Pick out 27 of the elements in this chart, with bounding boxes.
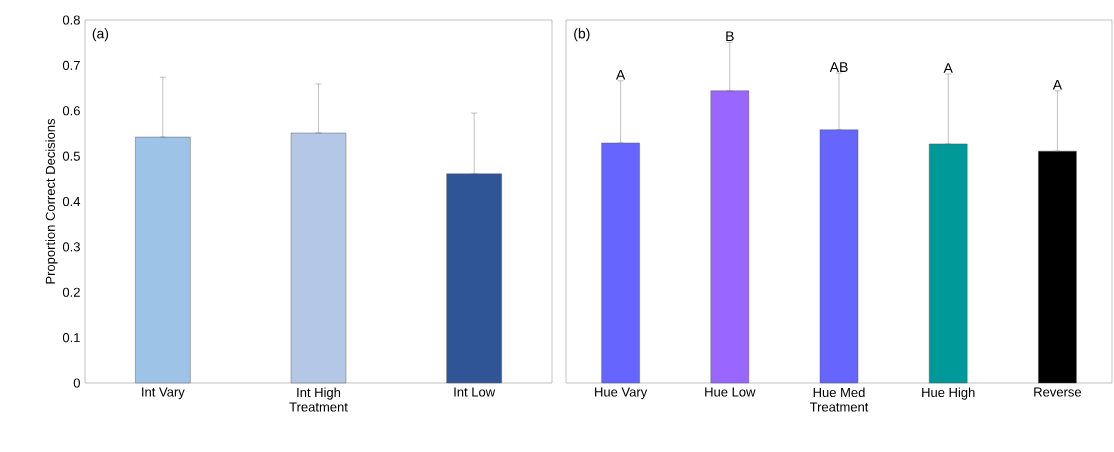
x-tick-label: Int Vary [142, 387, 185, 400]
y-tick-label: 0.6 [62, 106, 80, 116]
y-tick-label: 0.4 [62, 196, 81, 207]
y-tick-label: 0.1 [62, 333, 80, 343]
annotation: A [1052, 79, 1063, 90]
x-axis-title: Treatment [289, 402, 348, 412]
y-tick-label: 0.5 [62, 151, 80, 161]
y-tick-label: 0.8 [62, 15, 80, 25]
annotation: A [615, 69, 626, 80]
x-tick-label: Int Low [454, 387, 496, 397]
annotation: A [943, 63, 953, 73]
x-tick-label: Reverse [1034, 387, 1082, 397]
x-tick-label: Hue High [922, 387, 975, 400]
x-tick-label: Hue Vary [595, 387, 648, 400]
annotation: B [726, 31, 734, 42]
x-tick-label: Hue Low [705, 387, 756, 397]
y-tick-label: 0.2 [62, 287, 80, 297]
annotation: AB [829, 62, 848, 72]
y-axis-title: Proportion Correct Decisions [45, 118, 58, 284]
y-tick-label: 0 [73, 378, 80, 388]
y-tick-label: 0.3 [62, 242, 80, 252]
x-tick-label: Hue Med [813, 387, 865, 398]
x-tick-label: Int High [297, 387, 341, 400]
annotation: (a) [92, 28, 109, 42]
y-tick-label: 0.7 [62, 60, 80, 70]
x-axis-title: Treatment [809, 402, 869, 412]
annotation: (b) [574, 28, 590, 42]
